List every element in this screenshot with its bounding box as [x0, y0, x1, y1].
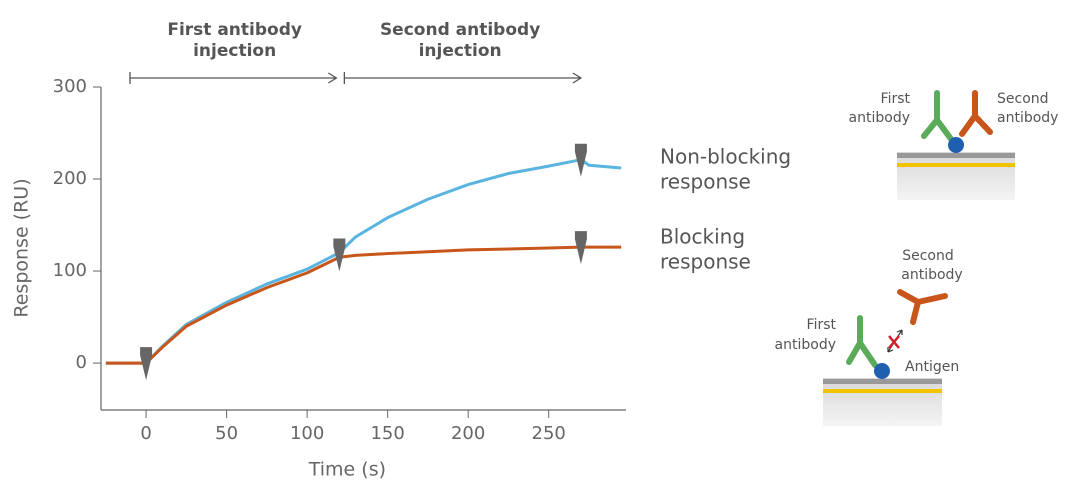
legend-label: Blocking — [660, 225, 745, 249]
diagram-label: Second — [997, 91, 1049, 107]
surface-layer — [897, 153, 1015, 158]
y-tick-label: 300 — [53, 76, 87, 97]
sensor-surface — [823, 378, 942, 426]
diagram-label: antibody — [775, 337, 836, 353]
surface-layer — [823, 379, 942, 384]
y-axis-label: Response (RU) — [11, 178, 33, 317]
diagram-label: antibody — [901, 267, 962, 283]
first-antibody-icon — [846, 315, 878, 368]
diagram-label: antibody — [849, 110, 910, 126]
gold-layer — [897, 163, 1015, 167]
diagram-label: First — [881, 91, 911, 107]
y-tick-label: 100 — [53, 260, 87, 281]
block-cross — [888, 335, 900, 349]
antigen-icon — [948, 137, 964, 153]
diagram-label: Second — [902, 248, 954, 264]
injection-label: Second antibody — [380, 20, 540, 40]
x-tick-label: 150 — [370, 423, 404, 444]
series-line — [105, 245, 622, 365]
gold-layer — [823, 389, 942, 393]
injection-label: First antibody — [167, 20, 302, 40]
diagram-label: First — [807, 317, 837, 333]
second-antibody-icon — [897, 289, 948, 325]
injection-marker — [574, 231, 587, 265]
injection-label: injection — [419, 41, 502, 61]
x-tick-label: 0 — [140, 423, 151, 444]
first-antibody-icon — [921, 90, 954, 142]
injection-marker — [574, 143, 587, 177]
diagram-label: Antigen — [905, 359, 959, 375]
x-tick-label: 50 — [215, 423, 238, 444]
sensor-surface — [897, 152, 1015, 200]
blocking-diagram: Second antibody First antibody Antigen — [775, 248, 963, 426]
injection-marker — [140, 347, 153, 381]
series-line — [105, 158, 622, 365]
second-antibody-icon — [959, 90, 993, 137]
injection-arrow — [129, 72, 338, 84]
x-tick-label: 200 — [451, 423, 485, 444]
legend-label: response — [660, 170, 751, 194]
diagram-label: antibody — [997, 110, 1058, 126]
chart: 0 100 200 300 0 50 100 150 200 250 Time (s) Respons… — [11, 20, 792, 481]
injection-marker — [333, 238, 346, 272]
non-blocking-diagram: First antibody Second antibody — [849, 90, 1058, 200]
antigen-icon — [874, 363, 890, 379]
injection-arrow — [343, 72, 583, 84]
y-tick-label: 0 — [76, 352, 87, 373]
x-axis-label: Time (s) — [308, 459, 386, 481]
y-tick-label: 200 — [53, 168, 87, 189]
injection-label: injection — [193, 41, 276, 61]
legend-label: response — [660, 250, 751, 274]
x-tick-label: 100 — [290, 423, 324, 444]
x-tick-label: 250 — [532, 423, 566, 444]
legend-label: Non-blocking — [660, 145, 791, 169]
